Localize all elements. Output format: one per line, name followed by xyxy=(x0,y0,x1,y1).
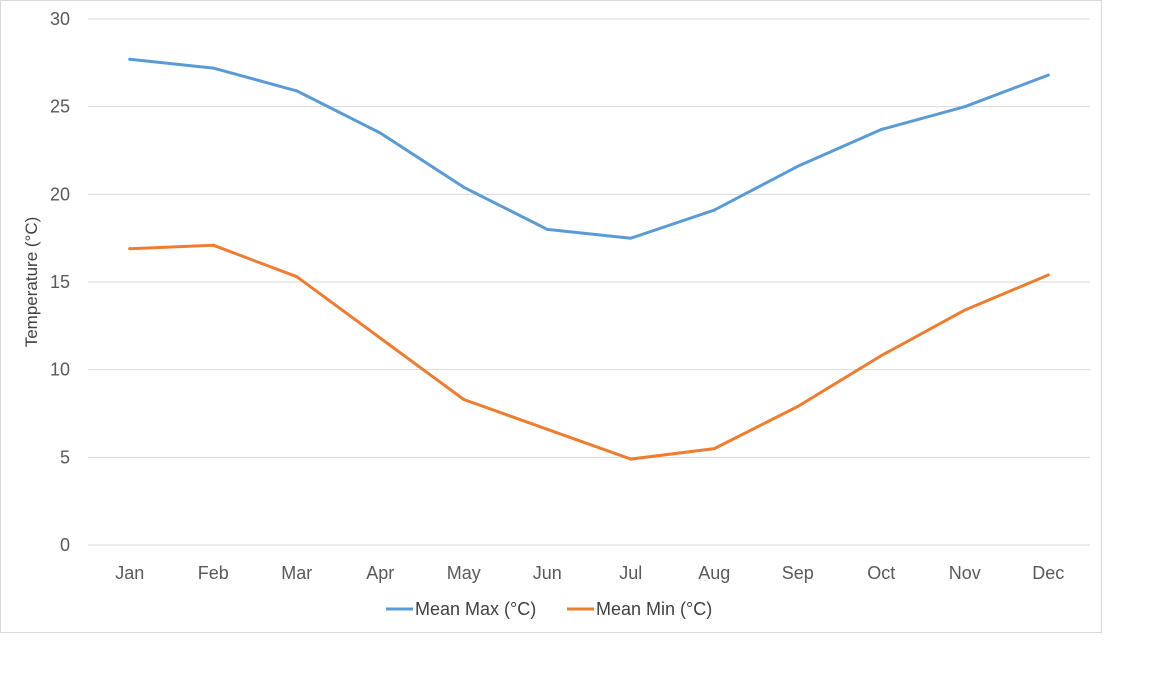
data-point xyxy=(629,236,633,240)
data-point xyxy=(211,243,215,247)
data-point xyxy=(1046,73,1050,77)
x-tick-label: Mar xyxy=(281,563,312,583)
data-point xyxy=(545,227,549,231)
data-point xyxy=(712,208,716,212)
x-tick-label: May xyxy=(447,563,481,583)
x-tick-label: Nov xyxy=(949,563,981,583)
data-point xyxy=(378,131,382,135)
data-point xyxy=(1046,273,1050,277)
series-lines xyxy=(128,57,1050,461)
y-tick-label: 15 xyxy=(50,272,70,292)
y-tick-label: 20 xyxy=(50,184,70,204)
x-tick-label: Jun xyxy=(533,563,562,583)
data-point xyxy=(796,164,800,168)
data-point xyxy=(879,354,883,358)
data-point xyxy=(462,397,466,401)
y-axis-title: Temperature (°C) xyxy=(22,217,41,348)
data-point xyxy=(545,427,549,431)
data-point xyxy=(295,89,299,93)
data-point xyxy=(879,127,883,131)
legend-label-0: Mean Max (°C) xyxy=(415,599,536,619)
data-point xyxy=(295,275,299,279)
y-axis-ticks: 0 5 10 15 20 25 30 xyxy=(50,9,70,555)
legend-label-1: Mean Min (°C) xyxy=(596,599,712,619)
data-point xyxy=(128,247,132,251)
x-tick-label: Jul xyxy=(619,563,642,583)
x-tick-label: Jan xyxy=(115,563,144,583)
x-tick-label: Apr xyxy=(366,563,394,583)
x-tick-label: Sep xyxy=(782,563,814,583)
x-tick-label: Feb xyxy=(198,563,229,583)
data-point xyxy=(378,336,382,340)
y-tick-label: 0 xyxy=(60,535,70,555)
legend: Mean Max (°C) Mean Min (°C) xyxy=(386,599,712,619)
data-point xyxy=(211,66,215,70)
data-point xyxy=(629,457,633,461)
x-tick-label: Aug xyxy=(698,563,730,583)
y-tick-label: 25 xyxy=(50,97,70,117)
data-point xyxy=(796,404,800,408)
y-tick-label: 30 xyxy=(50,9,70,29)
data-point xyxy=(963,308,967,312)
gridlines xyxy=(88,18,1090,546)
x-tick-label: Oct xyxy=(867,563,895,583)
data-point xyxy=(712,447,716,451)
chart-frame xyxy=(0,0,1102,633)
series-line-1 xyxy=(128,243,1050,461)
x-tick-label: Dec xyxy=(1032,563,1064,583)
data-point xyxy=(462,185,466,189)
series-line-0 xyxy=(128,57,1050,240)
data-point xyxy=(963,105,967,109)
x-axis-ticks: Jan Feb Mar Apr May Jun Jul Aug Sep Oct Nov Dec xyxy=(115,563,1064,583)
y-tick-label: 10 xyxy=(50,360,70,380)
data-point xyxy=(128,57,132,61)
y-tick-label: 5 xyxy=(60,447,70,467)
